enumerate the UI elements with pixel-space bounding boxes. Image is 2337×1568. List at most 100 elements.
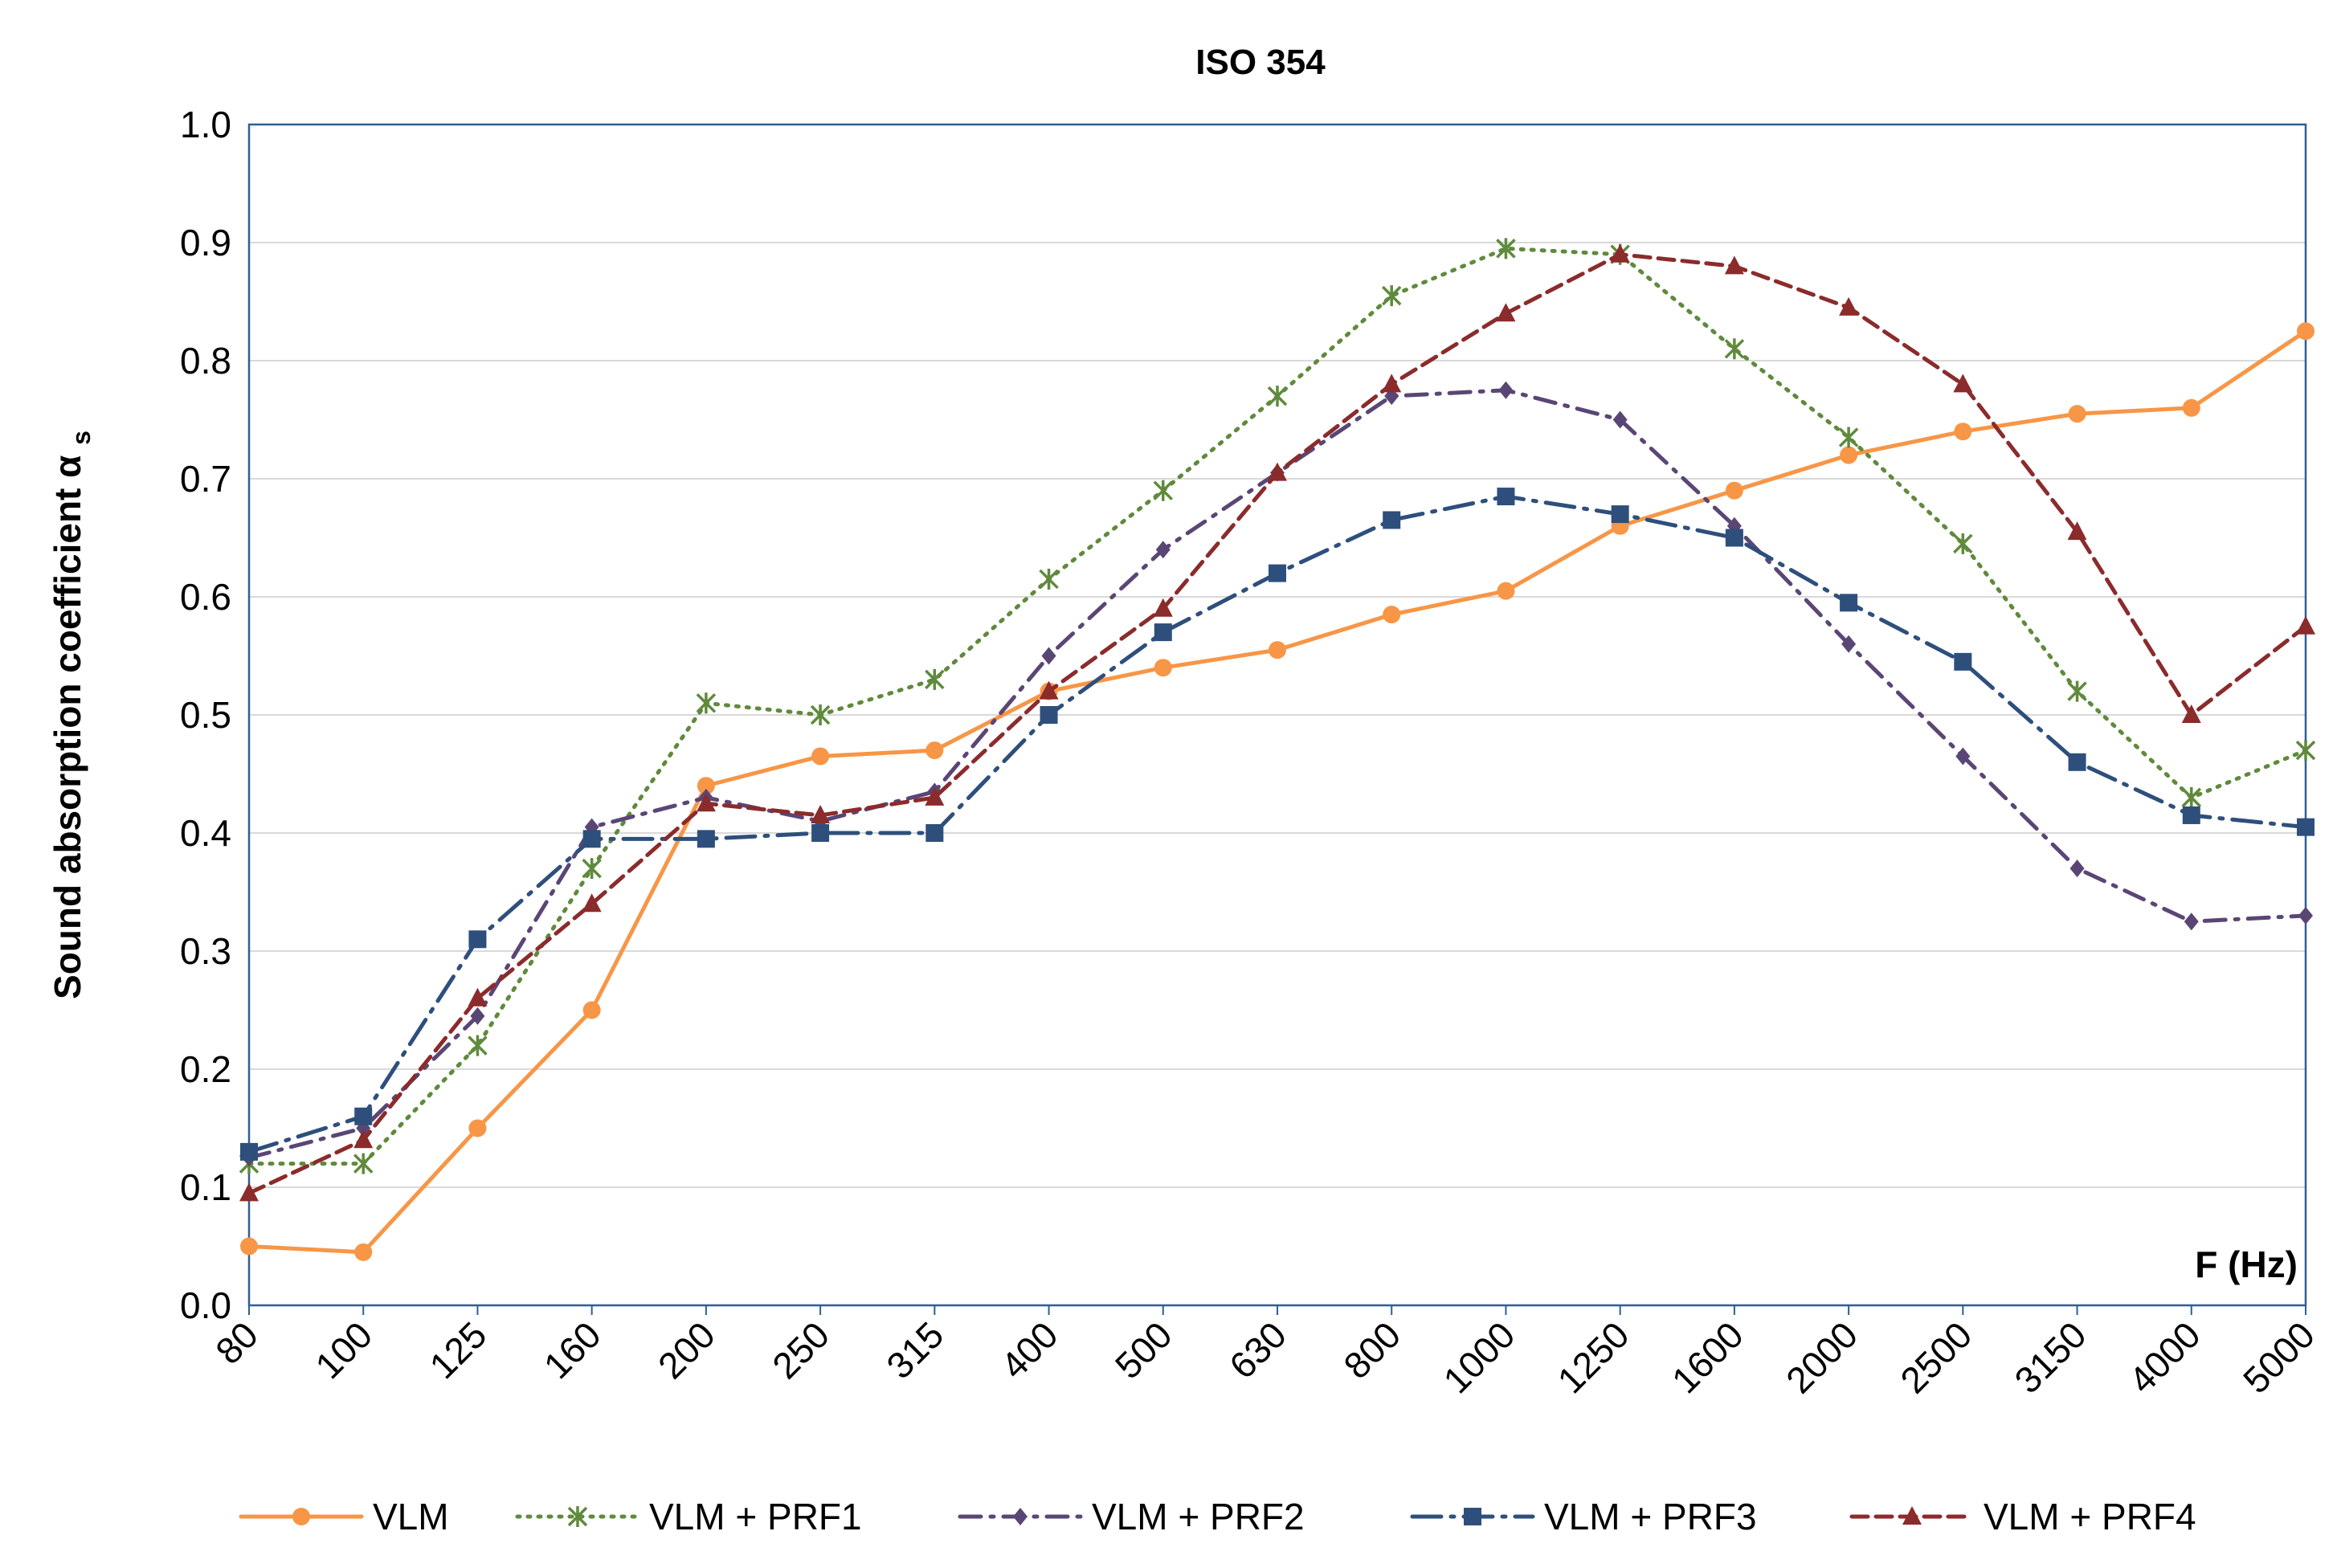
y-axis-title-group: Sound absorption coefficient α s xyxy=(47,431,96,999)
data-point xyxy=(468,1035,488,1056)
chart-title: ISO 354 xyxy=(1195,43,1326,82)
data-point xyxy=(2067,680,2087,702)
data-point xyxy=(925,668,945,690)
legend-marker xyxy=(1902,1506,1922,1525)
data-point xyxy=(1840,446,1858,464)
data-point xyxy=(1382,374,1402,393)
y-tick-label: 0.7 xyxy=(180,458,231,500)
data-point xyxy=(1041,647,1056,665)
data-point xyxy=(582,893,602,913)
data-point xyxy=(1954,652,1972,671)
data-point xyxy=(811,804,831,823)
data-point xyxy=(1155,541,1171,559)
data-point xyxy=(1154,659,1172,677)
y-tick-label: 0.8 xyxy=(180,340,231,382)
legend: VLM VLM + PRF1 VLM + PRF2 VLM + PRF3 VLM + P… xyxy=(239,1496,2196,1537)
y-tick-label: 0.6 xyxy=(180,576,231,618)
y-axis-title-main: Sound absorption coefficient xyxy=(47,488,88,999)
data-point xyxy=(582,1001,601,1019)
data-point xyxy=(1153,480,1174,501)
legend-marker xyxy=(1013,1508,1028,1525)
data-point xyxy=(1725,529,1743,547)
data-point xyxy=(468,987,488,1007)
legend-label: VLM + PRF3 xyxy=(1544,1496,1757,1537)
data-point xyxy=(811,824,830,842)
data-point xyxy=(1954,423,1972,441)
data-point xyxy=(1154,623,1172,642)
data-point xyxy=(1383,511,1401,529)
y-tick-label: 0.2 xyxy=(180,1048,231,1090)
legend-label: VLM + PRF2 xyxy=(1092,1496,1305,1537)
legend-marker xyxy=(292,1508,310,1525)
y-axis-title: Sound absorption coefficient α s xyxy=(47,431,96,999)
data-point xyxy=(1724,255,1744,275)
data-point xyxy=(1839,296,1859,316)
y-axis-title-subscript: s xyxy=(67,431,96,445)
data-point xyxy=(1040,706,1058,724)
y-tick-label: 1.0 xyxy=(180,104,231,145)
legend-item: VLM + PRF2 xyxy=(958,1496,1305,1537)
data-point xyxy=(2181,704,2201,723)
data-point xyxy=(240,1142,258,1161)
data-point xyxy=(1269,641,1286,659)
legend-item: VLM + PRF4 xyxy=(1849,1496,2196,1537)
data-point xyxy=(1267,386,1288,407)
data-point xyxy=(582,858,602,880)
legend-item: VLM + PRF3 xyxy=(1410,1496,1757,1537)
data-point xyxy=(2181,786,2202,808)
y-axis-title-symbol: α xyxy=(47,455,88,478)
data-point xyxy=(2296,615,2315,635)
data-point xyxy=(697,830,715,848)
data-point xyxy=(1383,606,1401,624)
x-axis-title: F (Hz) xyxy=(2195,1243,2298,1285)
data-point xyxy=(2297,322,2315,341)
y-tick-label: 0.3 xyxy=(180,930,231,972)
data-point xyxy=(1497,488,1515,506)
data-point xyxy=(582,830,601,848)
data-point xyxy=(1153,598,1173,617)
data-point xyxy=(1953,533,1973,554)
series-5 xyxy=(239,243,2315,1202)
data-point xyxy=(696,793,716,812)
data-point xyxy=(696,692,717,714)
data-point xyxy=(2069,860,2085,878)
series-4 xyxy=(240,488,2315,1161)
data-point xyxy=(470,1007,485,1025)
data-point xyxy=(925,786,945,806)
data-point xyxy=(1610,243,1630,263)
legend-item: VLM + PRF1 xyxy=(515,1496,862,1537)
legend-label: VLM + PRF1 xyxy=(649,1496,862,1537)
y-tick-label: 0.1 xyxy=(180,1166,231,1208)
data-point xyxy=(353,1153,374,1174)
data-point xyxy=(240,1237,258,1256)
data-point xyxy=(1496,303,1516,322)
data-point xyxy=(1953,374,1973,393)
data-point xyxy=(1838,427,1859,448)
data-point xyxy=(2182,806,2200,824)
y-tick-label: 0.0 xyxy=(180,1284,231,1326)
data-point xyxy=(1840,594,1858,612)
data-point xyxy=(1724,338,1745,360)
series-1 xyxy=(240,322,2315,1261)
data-point xyxy=(1498,381,1514,399)
data-point xyxy=(354,1243,373,1261)
data-point xyxy=(1841,635,1857,653)
series-2 xyxy=(239,238,2316,1174)
data-point xyxy=(1269,564,1286,582)
y-axis-ticks: 0.0 0.1 0.2 0.3 0.4 0.5 0.6 0.7 0.8 0.9 1.0 xyxy=(180,104,231,1326)
data-point xyxy=(811,747,830,766)
data-point xyxy=(1611,505,1629,524)
data-point xyxy=(1612,410,1628,429)
data-point xyxy=(468,930,487,949)
data-point xyxy=(1268,462,1287,481)
legend-marker xyxy=(567,1506,588,1527)
y-tick-label: 0.5 xyxy=(180,694,231,736)
y-tick-label: 0.9 xyxy=(180,222,231,263)
series-layer xyxy=(239,238,2316,1261)
legend-label: VLM + PRF4 xyxy=(1984,1496,2196,1537)
data-point xyxy=(925,824,944,842)
legend-item: VLM xyxy=(239,1496,449,1537)
data-point xyxy=(697,777,715,795)
